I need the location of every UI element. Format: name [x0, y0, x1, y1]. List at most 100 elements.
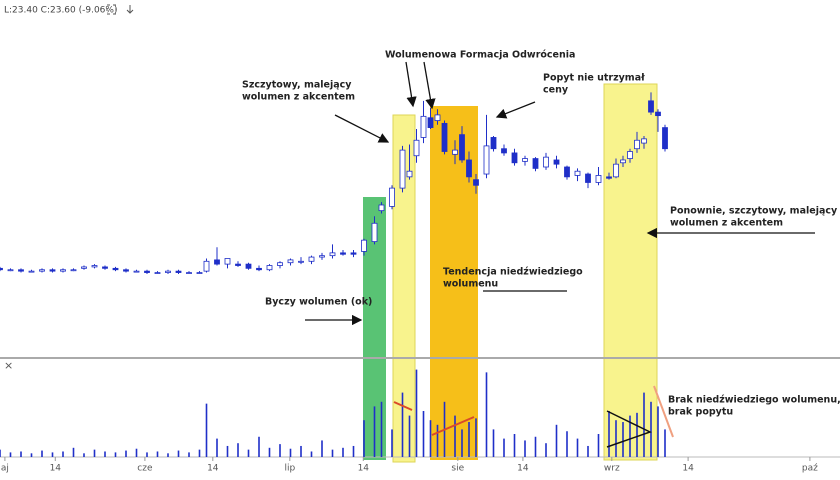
volume-bar	[352, 445, 355, 457]
volume-bar	[524, 440, 526, 457]
annotation: Popyt nie utrzymał	[543, 73, 645, 84]
candle-body	[606, 176, 612, 179]
candle-body	[154, 272, 161, 274]
volume-bar	[657, 406, 659, 457]
volume-bar	[468, 422, 470, 457]
candle-body	[298, 260, 304, 263]
volume-bar	[342, 447, 344, 457]
download-icon[interactable]	[126, 5, 134, 14]
volume-bar	[622, 422, 624, 457]
candle-body	[175, 270, 182, 273]
candle-body	[49, 269, 56, 272]
x-tick-label: 14	[50, 464, 62, 474]
candle-body	[620, 159, 626, 164]
volume-bar	[587, 445, 589, 457]
candle-body	[60, 269, 66, 272]
volume-bar	[650, 401, 652, 457]
annotation: brak popytu	[668, 407, 733, 418]
ohlc-legend: L:23.40 C:23.60 (-9.06%)	[4, 6, 117, 16]
volume-bar	[391, 429, 393, 457]
candle-body	[350, 252, 357, 255]
climax-zone	[392, 114, 416, 463]
candle-body	[420, 115, 427, 138]
candle-body	[553, 159, 560, 165]
volume-bar	[485, 372, 488, 457]
candle-body	[585, 173, 591, 183]
x-tick-label: paź	[802, 464, 818, 474]
volume-bar	[258, 436, 260, 457]
close-pane-icon[interactable]: ×	[4, 359, 13, 372]
annotation: Tendencja niedźwiedziego	[443, 267, 583, 278]
fullscreen-icon[interactable]	[106, 4, 117, 15]
volume-bar	[664, 429, 666, 457]
trend-line	[606, 410, 652, 448]
volume-bar	[454, 415, 456, 457]
x-tick-label: 14	[682, 464, 694, 474]
candle-body	[214, 259, 220, 265]
candle-body	[522, 158, 528, 162]
volume-bar	[156, 451, 159, 457]
volume-bar	[643, 392, 645, 457]
volume-bar	[51, 452, 54, 457]
volume-bar	[429, 420, 432, 457]
candle-body	[648, 100, 654, 113]
candle-body	[441, 122, 448, 152]
volume-bar	[475, 418, 477, 457]
candle-body	[655, 111, 661, 117]
candle-body	[203, 260, 210, 272]
annotation: Byczy wolumen (ok)	[265, 297, 372, 308]
candle-body	[613, 163, 619, 178]
volume-bar	[415, 369, 418, 457]
volume-bar	[30, 453, 33, 457]
candle-body	[91, 265, 98, 268]
volume-bar	[188, 452, 190, 457]
candle-body	[490, 137, 497, 150]
candle-body	[511, 152, 518, 164]
volume-bar	[534, 436, 537, 457]
candle-body	[634, 139, 640, 150]
candle-body	[165, 270, 171, 273]
candle-body	[245, 263, 252, 269]
annotation: Szczytowy, malejący	[242, 80, 352, 91]
volume-bar	[408, 415, 411, 457]
volume-bar	[576, 438, 579, 457]
candle-body	[329, 252, 336, 257]
volume-bar	[422, 411, 425, 457]
candle-body	[427, 117, 434, 128]
volume-bar	[135, 448, 138, 457]
arrow	[405, 61, 417, 108]
volume-bar	[125, 450, 127, 457]
volume-bar	[300, 445, 302, 457]
volume-bar	[62, 451, 64, 457]
trend-line	[431, 416, 475, 436]
candle-body	[378, 204, 385, 212]
trend-line	[393, 401, 413, 411]
volume-bar	[545, 443, 547, 457]
candle-body	[532, 158, 539, 169]
volume-bar	[83, 453, 85, 457]
candle-body	[186, 272, 192, 274]
candle-body	[399, 149, 406, 189]
candle-body	[406, 170, 413, 178]
arrow	[423, 61, 436, 110]
candle-body	[434, 114, 441, 121]
arrow	[334, 114, 390, 143]
x-tick-label: 14	[207, 464, 219, 474]
volume-bar	[401, 392, 404, 457]
annotation: wolumenu	[443, 279, 498, 290]
volume-bar	[289, 448, 292, 457]
candle-body	[224, 258, 231, 265]
volume-bar	[93, 449, 96, 457]
volume-bar	[279, 444, 281, 457]
annotation: Brak niedźwiedziego wolumenu,	[668, 395, 840, 406]
volume-bar	[114, 452, 117, 457]
candle-body	[483, 145, 490, 175]
x-tick-label: cze	[137, 464, 153, 474]
candle-body	[641, 138, 647, 144]
volume-bar	[373, 406, 376, 457]
volume-bar	[20, 451, 22, 457]
annotation: Ponownie, szczytowy, malejący	[670, 206, 838, 217]
volume-bar	[41, 450, 43, 457]
candle-body	[196, 272, 203, 274]
